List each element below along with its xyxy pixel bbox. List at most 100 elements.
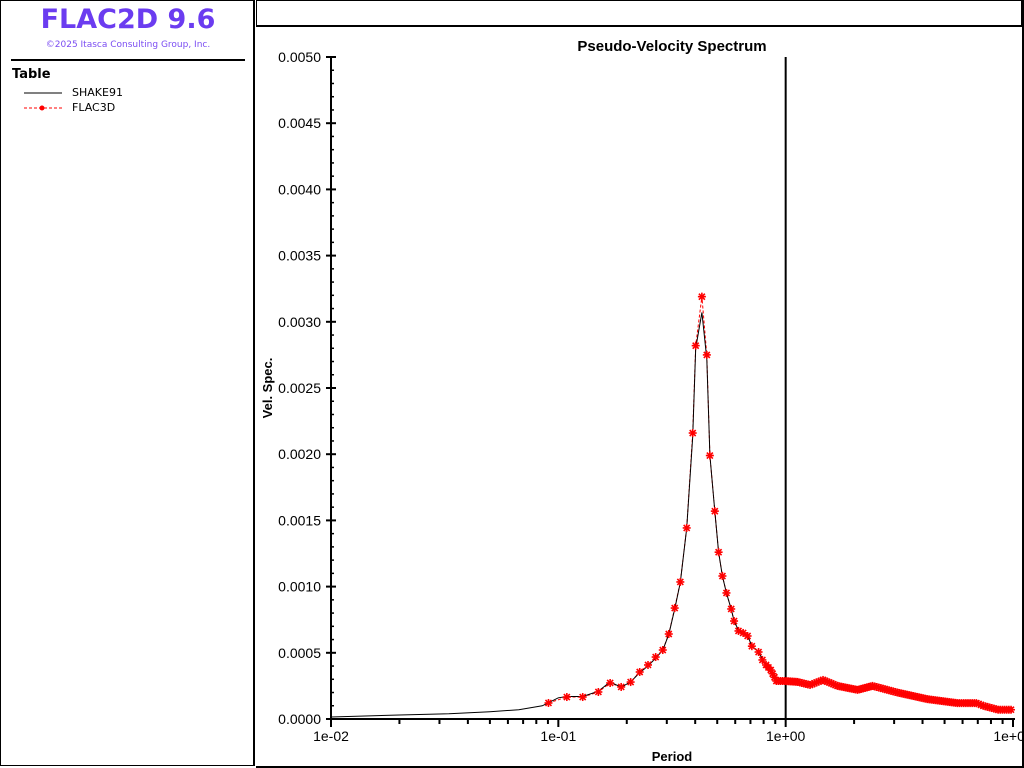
data-point-flac3d — [754, 648, 763, 657]
data-point-flac3d — [676, 577, 685, 586]
y-tick-label: 0.0040 — [278, 181, 321, 197]
star-marker-stroke — [644, 661, 652, 669]
y-tick-label: 0.0015 — [278, 512, 321, 528]
y-tick-label: 0.0020 — [278, 446, 321, 462]
y-tick-label: 0.0045 — [278, 115, 321, 131]
x-axis-label: Period — [652, 749, 693, 764]
data-point-flac3d — [617, 682, 626, 691]
data-point-flac3d — [718, 572, 727, 581]
star-marker-stroke — [734, 627, 743, 635]
star-marker-stroke — [636, 668, 644, 676]
star-marker-stroke — [703, 351, 711, 359]
star-marker-stroke — [579, 693, 587, 701]
star-marker-stroke — [659, 646, 667, 654]
data-point-flac3d — [664, 629, 673, 638]
star-marker-stroke — [652, 653, 660, 661]
star-marker-stroke — [1007, 706, 1015, 714]
y-tick-label: 0.0025 — [278, 380, 321, 396]
data-point-flac3d — [702, 350, 711, 359]
data-point-flac3d — [710, 507, 719, 516]
data-point-flac3d — [747, 642, 756, 651]
app-logo-title: FLAC2D 9.6 — [40, 4, 216, 35]
star-marker-stroke — [739, 629, 747, 637]
data-point-flac3d — [739, 628, 748, 637]
data-point-flac3d — [697, 292, 706, 301]
star-marker-stroke — [563, 693, 571, 701]
data-point-flac3d — [727, 604, 736, 613]
data-point-flac3d — [714, 548, 723, 557]
data-point-flac3d — [670, 604, 679, 613]
star-marker-stroke — [544, 699, 553, 707]
star-marker-stroke — [744, 632, 752, 640]
data-point-flac3d — [562, 693, 571, 702]
y-tick-label: 0.0035 — [278, 248, 321, 264]
star-marker-stroke — [718, 572, 726, 580]
star-marker-stroke — [606, 679, 614, 687]
star-marker-stroke — [748, 642, 756, 650]
data-point-flac3d — [651, 653, 660, 662]
x-tick-label: 1e-01 — [540, 728, 576, 744]
data-point-flac3d — [544, 698, 553, 707]
star-marker-stroke — [730, 617, 738, 625]
y-tick-label: 0.0005 — [278, 645, 321, 661]
y-tick-label: 0.0050 — [278, 49, 321, 65]
data-point-flac3d — [1007, 705, 1016, 714]
star-marker-stroke — [767, 666, 775, 674]
legend-panel — [0, 0, 255, 766]
star-marker-stroke — [665, 630, 673, 638]
star-marker-stroke — [711, 507, 719, 515]
star-marker-stroke — [692, 342, 700, 350]
data-point-flac3d — [578, 693, 587, 702]
legend-label: FLAC3D — [72, 101, 116, 114]
divider — [11, 59, 245, 61]
solid-line-icon — [24, 92, 62, 94]
star-marker-stroke — [715, 548, 723, 556]
legend-title: Table — [12, 67, 51, 82]
y-tick-label: 0.0030 — [278, 314, 321, 330]
data-point-flac3d — [594, 687, 603, 696]
data-point-flac3d — [626, 678, 635, 687]
legend-label: SHAKE91 — [72, 86, 123, 99]
y-tick-label: 0.0010 — [278, 579, 321, 595]
star-marker-stroke — [617, 683, 625, 691]
star-marker-stroke — [594, 688, 602, 696]
x-tick-label: 1e+01 — [993, 728, 1024, 744]
star-marker-stroke — [770, 673, 779, 681]
data-point-flac3d — [722, 588, 731, 597]
star-marker-stroke — [698, 293, 706, 301]
star-marker-stroke — [769, 670, 777, 678]
data-point-flac3d — [705, 451, 714, 460]
star-marker-stroke — [689, 429, 697, 437]
series-line-flac3d — [548, 296, 1011, 711]
star-marker-stroke — [706, 451, 714, 460]
plot-header-bar — [256, 0, 1022, 27]
chart-title: Pseudo-Velocity Spectrum — [577, 38, 766, 55]
data-point-flac3d — [682, 523, 691, 532]
data-point-flac3d — [758, 655, 767, 664]
star-marker-stroke — [727, 605, 735, 613]
star-marker-stroke — [683, 524, 691, 532]
x-tick-label: 1e+00 — [766, 728, 806, 744]
x-tick-label: 1e-02 — [313, 728, 349, 744]
star-marker-stroke — [755, 648, 763, 656]
star-marker-stroke — [722, 589, 731, 597]
dashed-star-line-icon — [24, 105, 62, 111]
plot-frame — [256, 0, 1024, 768]
data-point-flac3d — [606, 678, 615, 687]
star-marker-stroke — [676, 578, 684, 586]
data-point-flac3d — [644, 660, 653, 669]
data-point-flac3d — [743, 631, 752, 640]
data-point-flac3d — [658, 646, 667, 655]
star-marker-stroke — [627, 678, 635, 686]
star-marker-stroke — [671, 604, 679, 612]
data-point-flac3d — [688, 429, 697, 438]
copyright-text: ©2025 Itasca Consulting Group, Inc. — [45, 40, 211, 50]
y-axis-label: Vel. Spec. — [260, 358, 275, 419]
data-point-flac3d — [730, 617, 739, 626]
data-point-flac3d — [635, 667, 644, 676]
y-tick-label: 0.0000 — [278, 711, 321, 727]
star-marker-stroke — [758, 656, 766, 664]
series-line-shake91 — [330, 312, 1011, 718]
data-point-flac3d — [691, 341, 700, 350]
